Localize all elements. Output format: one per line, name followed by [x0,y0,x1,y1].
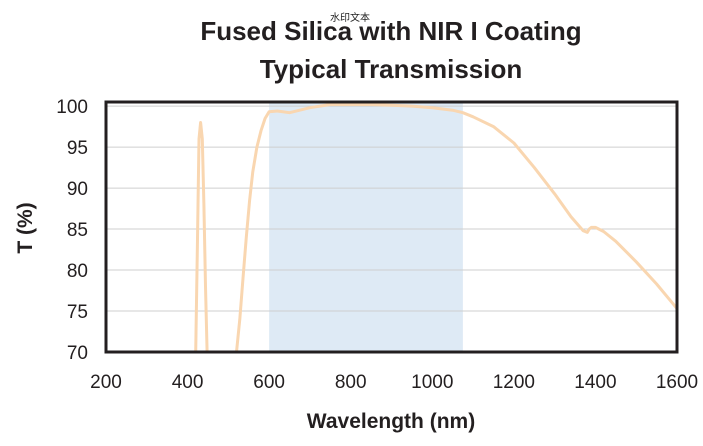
x-axis-label: Wavelength (nm) [307,410,475,433]
x-tick-label: 600 [253,372,285,393]
chart-subtitle: Typical Transmission [260,54,523,84]
plot-area: 70 75 80 85 90 95 100 200 400 600 800 1000 1200 1400 1… [56,97,698,393]
x-tick-label: 1000 [411,372,453,393]
x-tick-label: 1200 [493,372,535,393]
y-tick-label: 80 [67,261,88,282]
y-tick-label: 95 [67,138,88,159]
highlight-band [269,102,463,352]
transmission-curve [194,121,209,352]
x-tick-label: 1600 [656,372,698,393]
chart-title: Fused Silica with NIR I Coating [200,16,581,46]
y-tick-label: 75 [67,302,88,323]
x-tick-label: 400 [172,372,204,393]
y-tick-label: 85 [67,220,88,241]
x-tick-label: 200 [90,372,122,393]
transmission-curve [235,103,677,352]
y-axis-label: T (%) [14,202,37,253]
watermark-text: 水印文本 [330,11,370,24]
x-tick-label: 1400 [574,372,616,393]
y-tick-label: 100 [56,97,88,118]
x-tick-label: 800 [335,372,367,393]
y-tick-label: 90 [67,179,88,200]
y-tick-label: 70 [67,343,88,364]
plot-frame [104,100,679,354]
